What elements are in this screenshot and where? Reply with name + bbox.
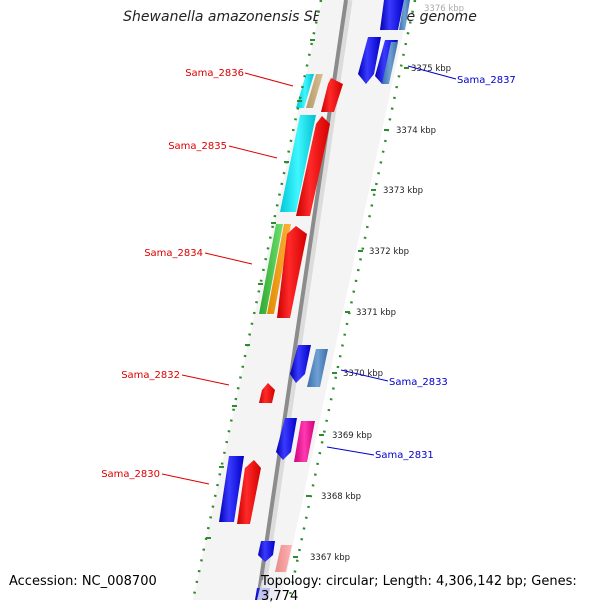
gene-sama-2834[interactable] <box>277 226 307 318</box>
accession-label: Accession: NC_008700 <box>9 574 157 589</box>
scale-label: 3370 kbp <box>343 369 383 379</box>
gene-sama-2834-green[interactable] <box>259 224 283 314</box>
gene-label-sama-2835[interactable]: Sama_2835 <box>168 141 227 152</box>
major-ticks <box>206 39 409 558</box>
gene-sama-2832[interactable] <box>259 383 275 403</box>
scale-label: 3371 kbp <box>356 308 396 318</box>
gene-sama-2831-magenta[interactable] <box>294 421 315 462</box>
gene-sama-2835-cyan[interactable] <box>280 115 316 212</box>
scale-label: 3374 kbp <box>396 126 436 136</box>
gene-sama-2836[interactable] <box>321 78 343 112</box>
genes-forward <box>255 0 410 600</box>
gene-sama-2830[interactable] <box>237 460 261 524</box>
gene-sama-2833-steel[interactable] <box>307 349 328 387</box>
gene-sama-2837-steel[interactable] <box>382 42 398 84</box>
scale-label: 3369 kbp <box>332 431 372 441</box>
scale-label: 3373 kbp <box>383 186 423 196</box>
backbone-bottom-highlight <box>257 580 282 600</box>
gene-sama-2834-orange[interactable] <box>267 224 291 314</box>
gene-sama-2833[interactable] <box>290 345 311 383</box>
gene-sama-2837-blue[interactable] <box>358 37 381 84</box>
gene-label-sama-2837[interactable]: Sama_2837 <box>457 75 516 86</box>
gene-label-sama-2832[interactable]: Sama_2832 <box>121 370 180 381</box>
gene-sama-2836-cyan[interactable] <box>296 74 314 108</box>
gene-sama-2836-tan[interactable] <box>306 74 323 108</box>
gene-label-sama-2831[interactable]: Sama_2831 <box>375 450 434 461</box>
gene-sama-2830-blue[interactable] <box>219 456 244 522</box>
gene-sama-2831[interactable] <box>276 418 297 460</box>
gene-blue-bottom[interactable] <box>258 541 275 562</box>
gene-label-sama-2830[interactable]: Sama_2830 <box>101 469 160 480</box>
scale-label: 3372 kbp <box>369 247 409 257</box>
scale-label: 3376 kbp <box>424 4 464 14</box>
right-leader-lines <box>326 65 457 456</box>
gene-top-1[interactable] <box>380 0 404 30</box>
scale-label: 3368 kbp <box>321 492 361 502</box>
left-leader-lines <box>161 72 294 485</box>
gene-label-sama-2833[interactable]: Sama_2833 <box>389 377 448 388</box>
scale-label: 3367 kbp <box>310 553 350 563</box>
gene-label-sama-2836[interactable]: Sama_2836 <box>185 68 244 79</box>
gene-label-sama-2834[interactable]: Sama_2834 <box>144 248 203 259</box>
genes-reverse <box>219 74 343 572</box>
gene-pink-bottom[interactable] <box>275 545 292 572</box>
gene-top-2[interactable] <box>399 0 410 30</box>
scale-label: 3375 kbp <box>411 64 451 74</box>
gene-sama-2835[interactable] <box>296 116 330 216</box>
